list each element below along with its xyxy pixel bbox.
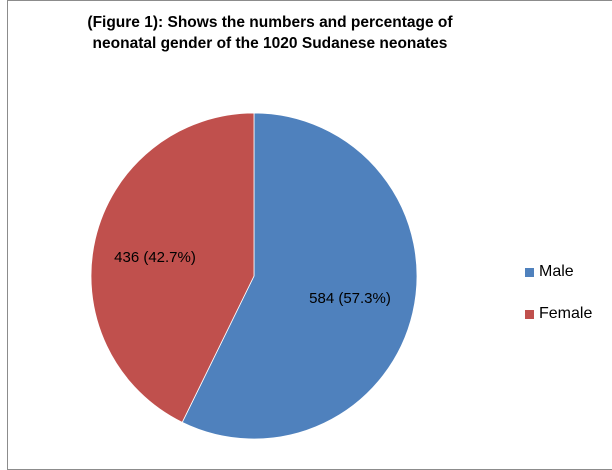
pie-slice-male bbox=[181, 112, 418, 440]
data-label-male: 584 (57.3%) bbox=[309, 290, 391, 307]
data-label-female: 436 (42.7%) bbox=[114, 249, 196, 266]
chart-legend: Male Female bbox=[525, 262, 592, 346]
pie-slices bbox=[90, 112, 418, 440]
pie-data-labels: 584 (57.3%) 436 (42.7%) bbox=[114, 249, 391, 307]
legend-swatch-male bbox=[525, 267, 534, 277]
chart-title-line-1: (Figure 1): Shows the numbers and percen… bbox=[87, 14, 453, 31]
chart-title-line-2: neonatal gender of the 1020 Sudanese neo… bbox=[92, 35, 448, 52]
chart-title: (Figure 1): Shows the numbers and percen… bbox=[10, 12, 530, 54]
pie-slice-female bbox=[90, 112, 255, 423]
legend-item-female: Female bbox=[525, 304, 592, 324]
legend-swatch-female bbox=[525, 309, 534, 319]
legend-label-male: Male bbox=[539, 263, 574, 280]
legend-label-female: Female bbox=[539, 305, 593, 322]
legend-item-male: Male bbox=[525, 262, 592, 282]
